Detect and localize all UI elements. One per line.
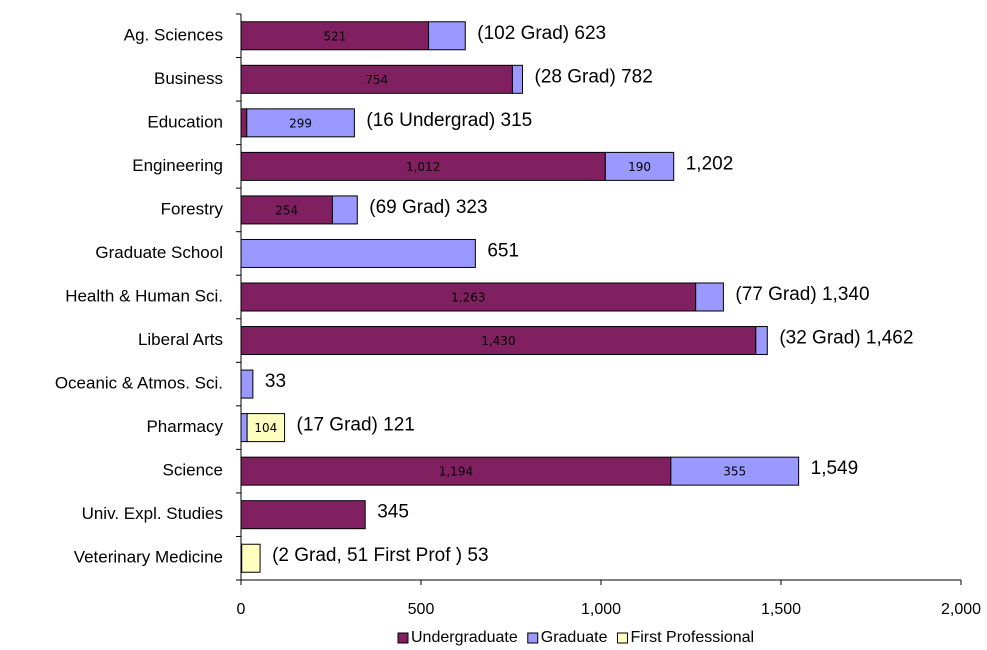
total-annotation: 1,202 xyxy=(686,153,734,174)
total-annotation: 651 xyxy=(487,240,519,261)
value-label: 355 xyxy=(723,465,746,479)
bar-segment xyxy=(240,413,248,443)
legend-swatch xyxy=(397,632,409,644)
bar-segment xyxy=(240,108,248,138)
bar-segment xyxy=(695,282,724,312)
legend-label: First Professional xyxy=(630,629,754,646)
category-label: Ag. Sciences xyxy=(124,25,223,44)
legend-label: Undergraduate xyxy=(411,629,518,646)
category-label: Business xyxy=(154,69,223,88)
total-annotation: (17 Grad) 121 xyxy=(297,415,415,436)
total-annotation: (32 Grad) 1,462 xyxy=(779,328,913,349)
bar-segment xyxy=(511,64,524,94)
category-label: Graduate School xyxy=(95,243,223,262)
x-tick-label: 0 xyxy=(237,601,246,618)
value-label: 521 xyxy=(323,29,346,43)
x-tick-label: 500 xyxy=(408,601,435,618)
bar-segment xyxy=(240,369,254,399)
bar-segment xyxy=(246,413,286,443)
category-label: Univ. Expl. Studies xyxy=(82,504,223,523)
bar-segment xyxy=(240,151,606,181)
total-annotation: 33 xyxy=(265,371,286,392)
bar-segment xyxy=(240,195,333,225)
category-label: Pharmacy xyxy=(146,417,223,436)
legend-label: Graduate xyxy=(541,629,608,646)
total-annotation: (28 Grad) 782 xyxy=(535,66,653,87)
total-annotation: (2 Grad, 51 First Prof ) 53 xyxy=(272,545,488,566)
category-label: Liberal Arts xyxy=(138,330,223,349)
legend-swatch xyxy=(527,632,539,644)
x-tick-label: 1,000 xyxy=(581,601,621,618)
total-annotation: (77 Grad) 1,340 xyxy=(735,284,869,305)
total-annotation: 1,549 xyxy=(811,458,859,479)
total-annotation: 345 xyxy=(377,502,409,523)
bar-segment xyxy=(331,195,358,225)
value-label: 190 xyxy=(628,160,651,174)
bar-segment xyxy=(670,456,800,486)
value-label: 299 xyxy=(289,116,312,130)
value-label: 254 xyxy=(275,203,298,217)
value-label: 754 xyxy=(365,73,388,87)
bar-segment xyxy=(240,500,366,530)
bar-segment xyxy=(240,456,672,486)
category-label: Science xyxy=(163,461,223,480)
category-label: Forestry xyxy=(161,199,224,218)
bar-segment xyxy=(246,108,355,138)
bar-segment xyxy=(428,21,466,51)
category-label: Health & Human Sci. xyxy=(65,286,223,305)
legend-swatch xyxy=(616,632,628,644)
category-label: Oceanic & Atmos. Sci. xyxy=(55,374,223,393)
total-annotation: (102 Grad) 623 xyxy=(477,23,606,44)
category-label: Engineering xyxy=(132,156,223,175)
x-tick-label: 1,500 xyxy=(761,601,801,618)
value-label: 104 xyxy=(254,421,277,435)
x-tick-label: 2,000 xyxy=(941,601,981,618)
total-annotation: (16 Undergrad) 315 xyxy=(366,110,532,131)
category-label: Veterinary Medicine xyxy=(74,548,223,567)
value-label: 1,012 xyxy=(406,160,440,174)
bar-segment xyxy=(241,543,261,573)
value-label: 1,430 xyxy=(481,334,515,348)
bar-segment xyxy=(604,151,675,181)
bar-segment xyxy=(240,238,476,268)
value-label: 1,194 xyxy=(439,465,473,479)
bar-segment xyxy=(755,326,768,356)
category-label: Education xyxy=(147,112,223,131)
total-annotation: (69 Grad) 323 xyxy=(369,197,487,218)
bar-segment xyxy=(240,326,757,356)
value-label: 1,263 xyxy=(451,291,485,305)
